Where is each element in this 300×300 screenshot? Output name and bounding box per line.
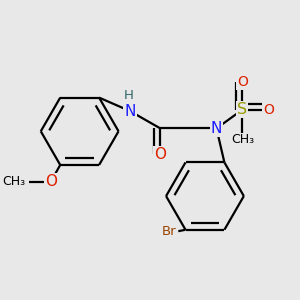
Text: CH₃: CH₃ xyxy=(231,134,254,146)
Text: Br: Br xyxy=(162,225,177,238)
Text: O: O xyxy=(237,75,248,89)
Text: O: O xyxy=(154,147,166,162)
Text: O: O xyxy=(45,174,57,189)
Text: N: N xyxy=(124,103,136,118)
Text: O: O xyxy=(263,103,274,117)
Text: N: N xyxy=(211,121,222,136)
Text: H: H xyxy=(124,89,134,102)
Text: CH₃: CH₃ xyxy=(2,175,25,188)
Text: S: S xyxy=(237,102,248,117)
